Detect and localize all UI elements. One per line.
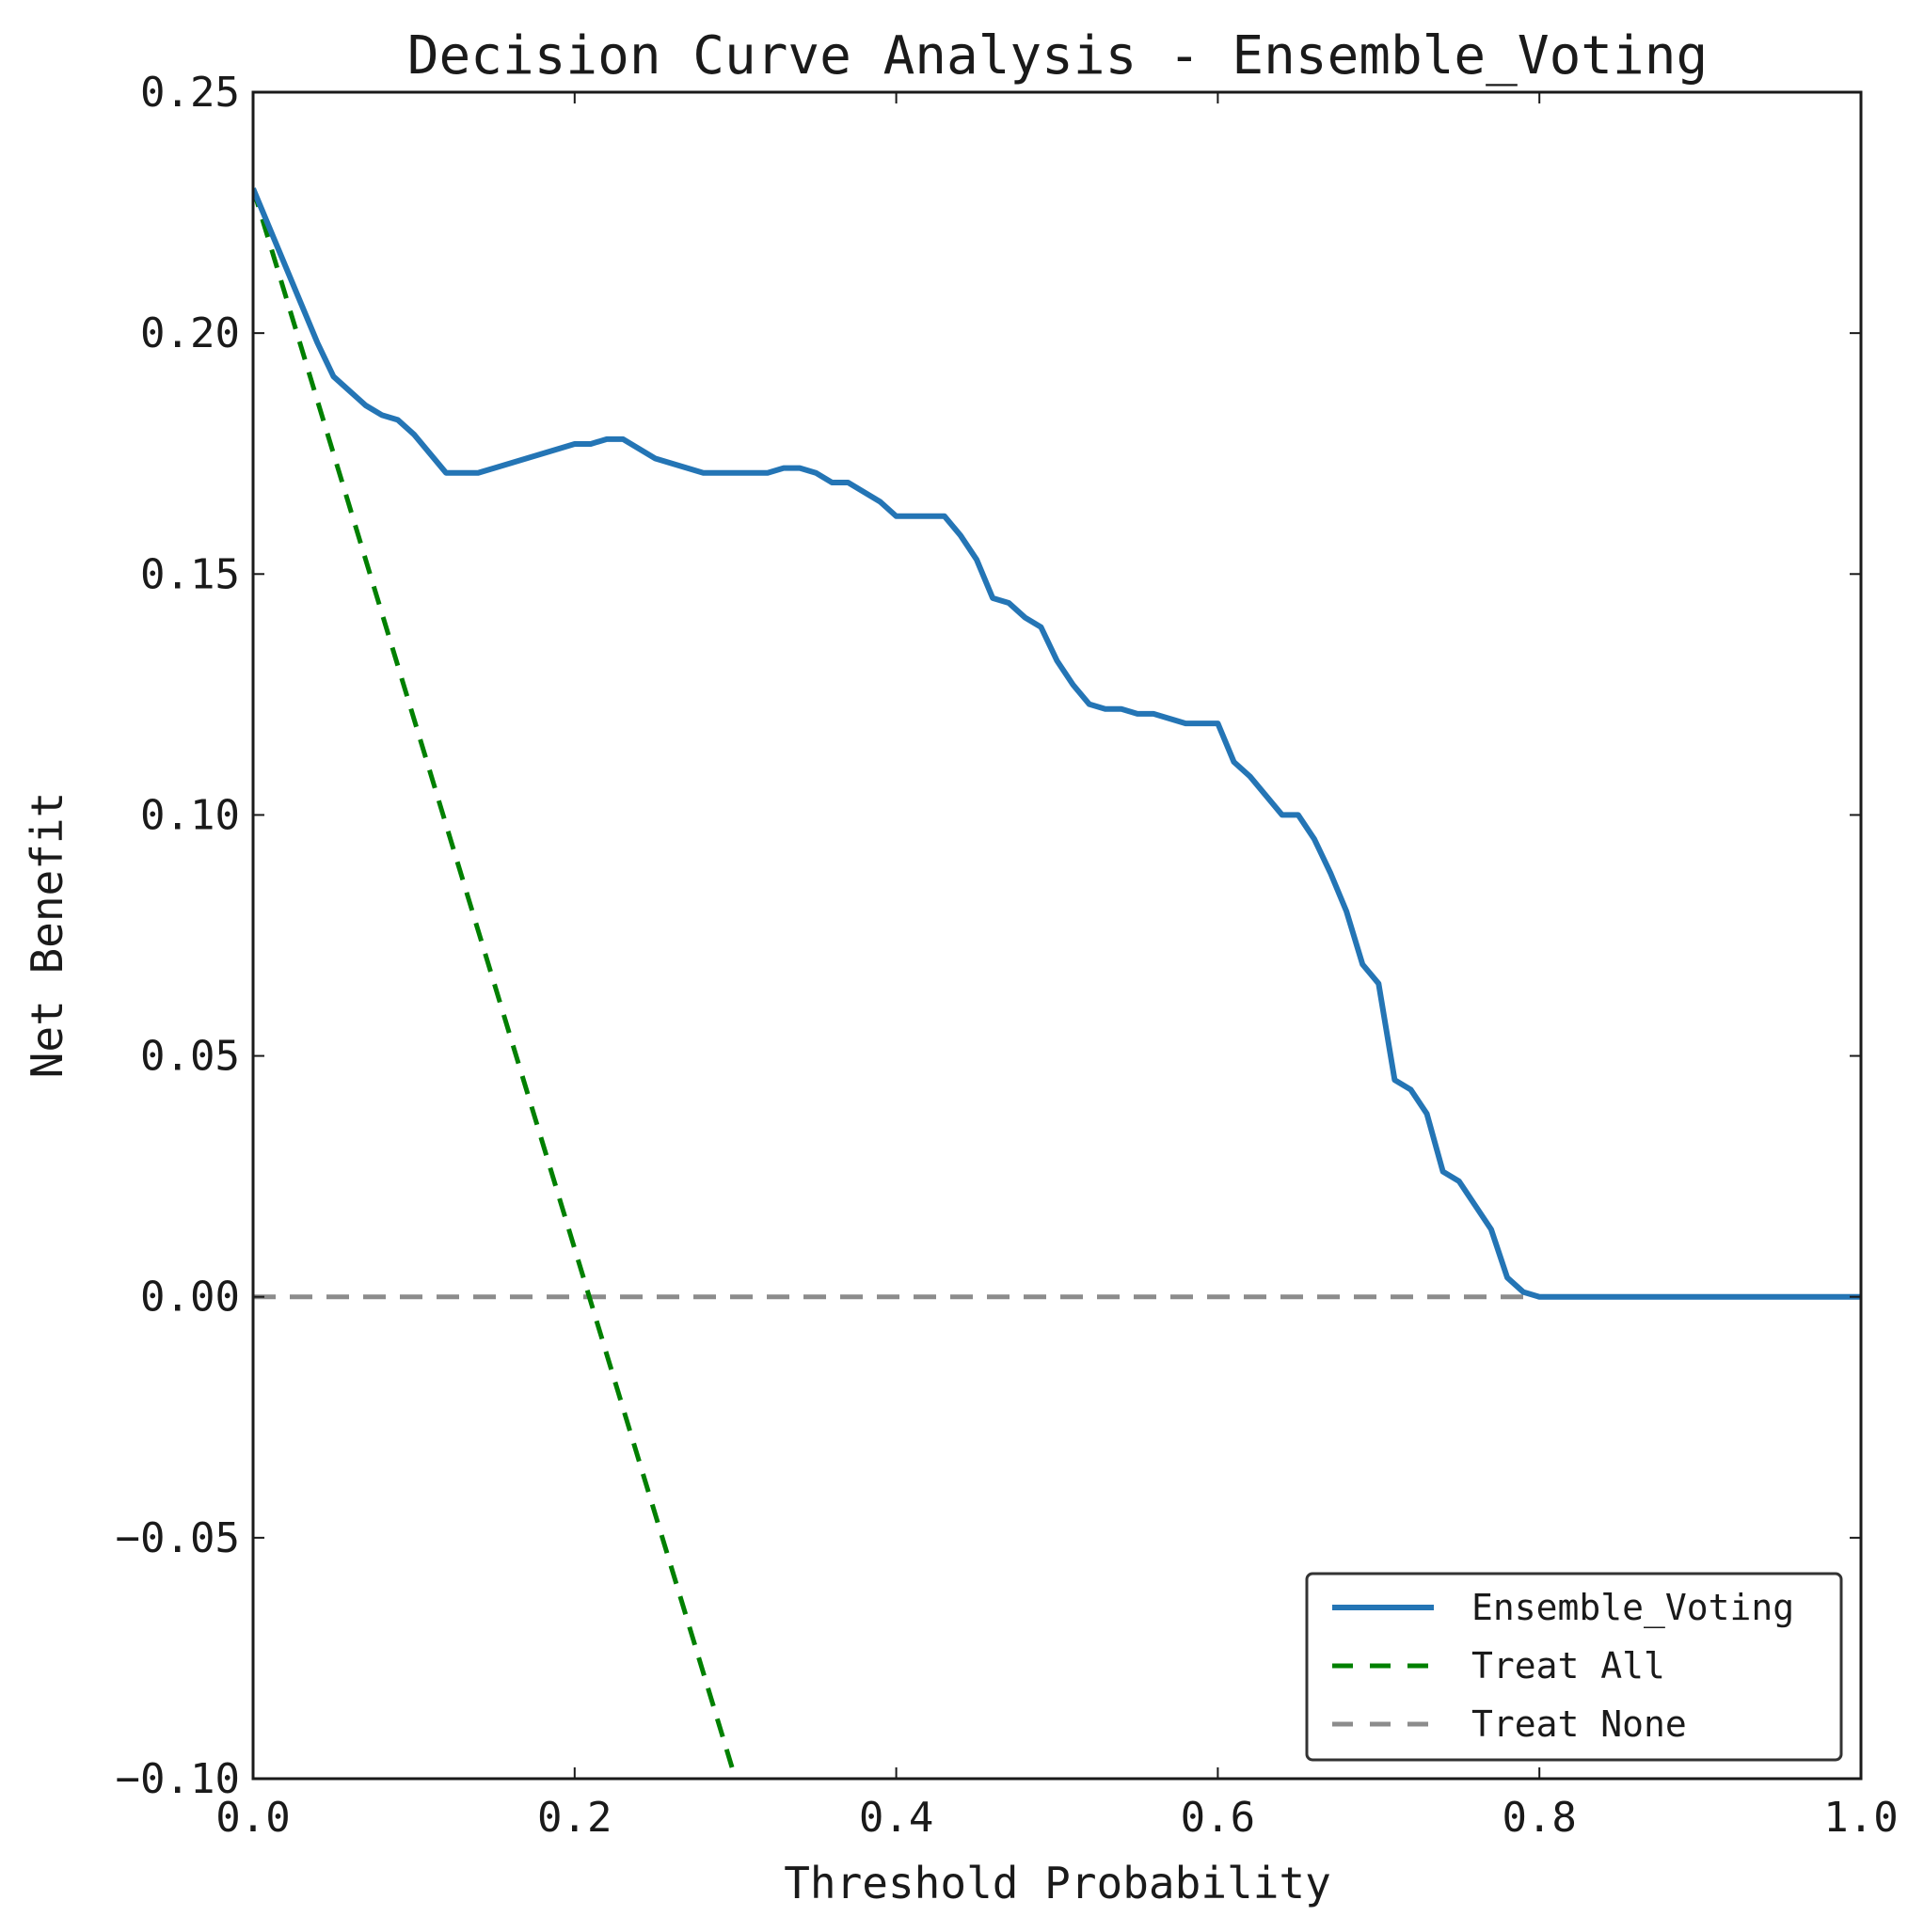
y-axis-label: Net Benefit — [22, 792, 72, 1079]
legend-label: Treat None — [1471, 1703, 1687, 1745]
x-axis-label: Threshold Probability — [784, 1858, 1331, 1908]
x-tick-label: 0.0 — [215, 1794, 290, 1842]
y-tick-label: 0.15 — [140, 550, 240, 598]
x-tick-label: 0.6 — [1181, 1794, 1255, 1842]
legend: Ensemble_Voting Treat All Treat None — [1305, 1572, 1843, 1762]
y-tick-label: −0.05 — [116, 1514, 240, 1562]
y-tick-label: 0.10 — [140, 791, 240, 839]
x-tick-label: 0.2 — [537, 1794, 612, 1842]
y-tick-label: 0.25 — [140, 69, 240, 117]
x-tick-label: 0.4 — [859, 1794, 933, 1842]
ticks-layer: 0.0 0.2 0.4 0.6 0.8 1.0 −0.10 −0.05 0.00 0.05 0.10… — [116, 69, 1899, 1842]
y-tick-label: −0.10 — [116, 1755, 240, 1803]
series-layer — [253, 187, 1861, 1779]
chart-title: Decision Curve Analysis - Ensemble_Votin… — [407, 25, 1708, 87]
plot-frame — [251, 90, 1863, 1781]
series-line-treat-all — [253, 187, 739, 1779]
series-line-ensemble-voting — [253, 187, 1861, 1300]
x-tick-label: 1.0 — [1823, 1794, 1898, 1842]
y-tick-label: 0.05 — [140, 1033, 240, 1081]
legend-frame — [1305, 1572, 1843, 1762]
legend-label: Ensemble_Voting — [1471, 1587, 1794, 1629]
y-tick-label: 0.20 — [140, 309, 240, 357]
y-tick-label: 0.00 — [140, 1274, 240, 1322]
x-tick-label: 0.8 — [1502, 1794, 1576, 1842]
legend-label: Treat All — [1471, 1645, 1665, 1687]
